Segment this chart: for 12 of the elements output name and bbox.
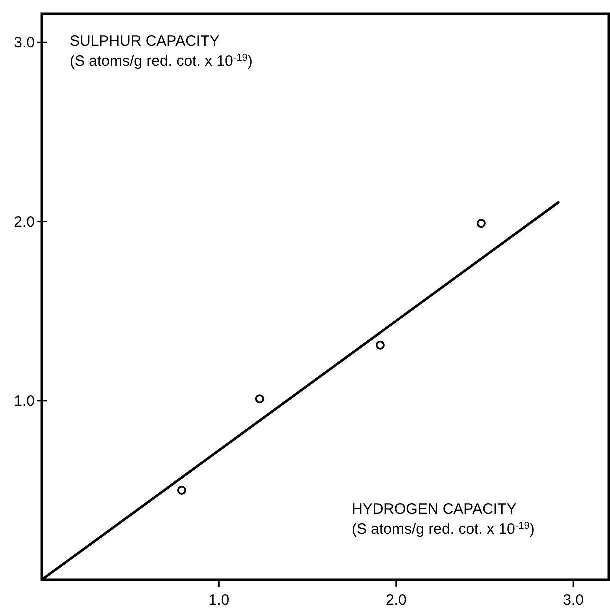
y-tick-label: 3.0 (14, 34, 35, 52)
y-tick-label: 2.0 (14, 214, 35, 231)
x-axis-title: HYDROGEN CAPACITY (S atoms/g red. cot. x 10$^{-19}$) (352, 501, 535, 538)
y-tick-label: 1.0 (14, 392, 35, 410)
x-tick-label: 1.0 (208, 592, 230, 609)
point (255, 394, 264, 404)
x-tick-label: 3.0 (563, 592, 584, 609)
x-tick-label: 2.0 (386, 592, 407, 609)
point (177, 486, 186, 495)
point (376, 340, 385, 350)
y-axis-title: SULPHUR CAPACITY (S atoms/g red. cot. x 10$^{-19}$) (70, 33, 253, 70)
point (476, 219, 486, 228)
